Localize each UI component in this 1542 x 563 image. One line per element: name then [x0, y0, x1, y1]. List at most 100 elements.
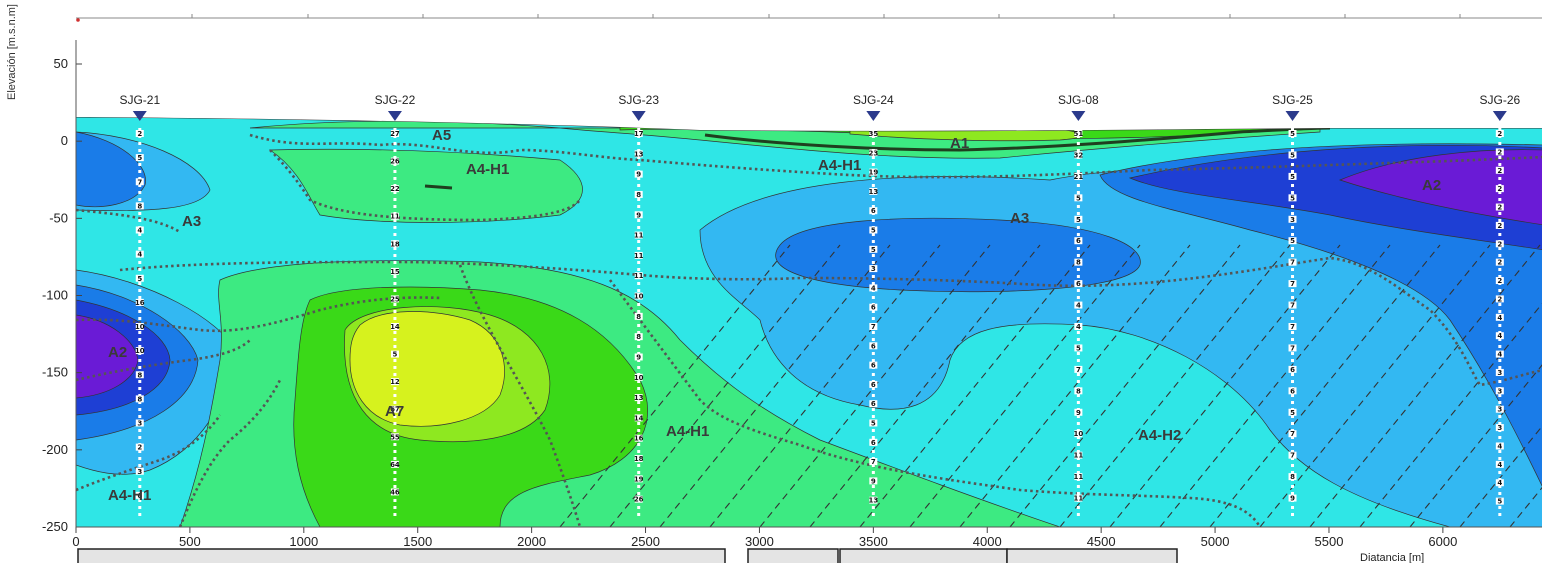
well-value-bg	[869, 477, 878, 485]
well-marker	[1492, 111, 1507, 121]
well-value-bg	[135, 154, 144, 162]
well-value: 5	[1290, 130, 1295, 138]
zone-label: A2	[1422, 177, 1441, 194]
zone-label: A4-H1	[466, 161, 509, 178]
well-value-bg	[1288, 130, 1297, 137]
zone-label: A5	[432, 127, 451, 144]
well-value: 55	[390, 433, 400, 441]
well-value: 22	[390, 185, 400, 193]
well-value-bg	[869, 361, 878, 369]
well-value-bg	[869, 284, 878, 292]
well-value-bg	[135, 371, 144, 379]
well-value: 3	[1497, 406, 1502, 414]
well-value: 7	[1290, 259, 1295, 267]
hatch-line	[959, 244, 1191, 527]
well-value-bg	[390, 350, 399, 358]
well-value: 3	[1290, 216, 1295, 224]
hatch-line	[909, 244, 1141, 527]
well-value: 18	[390, 240, 400, 248]
well-value: 2	[1497, 167, 1502, 175]
well-value-bg	[1288, 215, 1297, 223]
sky-mask	[76, 105, 1542, 131]
well-value: 5	[871, 246, 876, 254]
well-value: 7	[1290, 302, 1295, 310]
well: SJG-24 35 23 19 13 6 5 5 3 4 6 7 6 6 6 6 5 6 7 9 13	[853, 93, 894, 520]
x-tick-label: 6000	[1428, 534, 1457, 549]
well-value-bg	[869, 245, 878, 253]
well-value-bg	[1074, 280, 1083, 288]
y-tick-label: 50	[54, 56, 68, 71]
well-value: 8	[137, 202, 142, 210]
well-value-bg	[634, 455, 643, 463]
y-tick-label: -100	[42, 288, 68, 303]
well-value: 4	[871, 284, 876, 292]
well-value: 5	[1290, 237, 1295, 245]
well-value-bg	[1288, 387, 1297, 395]
hatch-line	[1409, 364, 1542, 527]
well-value: 5	[871, 420, 876, 428]
hatch-line	[659, 244, 891, 527]
well-value: 7	[1290, 280, 1295, 288]
well-value-bg	[390, 295, 399, 303]
well-value-bg	[1288, 280, 1297, 288]
well-value-bg	[1074, 323, 1083, 330]
zone-label: A4-H1	[666, 423, 709, 440]
well-value-bg	[1074, 408, 1083, 416]
well-value-bg	[135, 250, 144, 258]
well-value-bg	[869, 187, 878, 195]
well-value: 2	[1497, 222, 1502, 230]
well-value-bg	[1288, 258, 1297, 266]
well-value: 5	[1290, 409, 1295, 417]
well-value: 8	[636, 191, 641, 199]
well: SJG-23 17 13 9 8 9 11 11 11 10 8 8 9 10 13 14 16 18 19 26	[618, 93, 659, 520]
well-value-bg	[634, 211, 643, 219]
x-tick-label: 3000	[745, 534, 774, 549]
zone-label: A7	[385, 403, 404, 420]
well-value-bg	[1288, 151, 1297, 159]
well-value: 15	[390, 268, 400, 276]
well-value: 7	[1076, 366, 1081, 374]
well-value-bg	[634, 150, 643, 158]
well-value: 25	[390, 295, 400, 303]
well-value-bg	[1288, 451, 1297, 459]
well-value: 2	[1497, 148, 1502, 156]
well-value: 5	[1290, 151, 1295, 159]
well-value: 9	[871, 477, 876, 485]
y-axis: 50 0 -50 -100 -150 -200 -250	[42, 56, 82, 534]
well-value: 8	[137, 371, 142, 379]
well-value: 3	[871, 265, 876, 273]
well-value-bg	[634, 251, 643, 259]
well-value-bg	[390, 185, 399, 193]
well-marker	[1071, 111, 1086, 121]
well-value-bg	[1074, 344, 1083, 352]
well-value-bg	[1074, 387, 1083, 395]
well-value-bg	[1074, 194, 1083, 202]
well-value: 9	[1290, 495, 1295, 503]
well-value-bg	[390, 460, 399, 468]
well-value: 6	[871, 304, 876, 312]
well-value: 12	[390, 378, 400, 386]
well-value: 6	[871, 362, 876, 370]
well-value-bg	[1074, 151, 1083, 159]
well: SJG-26 2 2 2 2 2 2 2 2 2 2 4 4 4 3 3 3 3 4 4 4 5	[1479, 93, 1520, 520]
zone-label: A4-H1	[818, 157, 861, 174]
hatch-line	[1209, 244, 1441, 527]
well-value: 4	[137, 251, 142, 259]
hatch-line	[1109, 244, 1341, 527]
well-value-bg	[869, 419, 878, 427]
well-value: 67	[390, 406, 400, 414]
x-tick-label: 2500	[631, 534, 660, 549]
well-value-bg	[869, 400, 878, 408]
well-value: 5	[393, 351, 398, 359]
well-value-bg	[1288, 408, 1297, 416]
well-value-bg	[135, 202, 144, 210]
well-value: 4	[1497, 461, 1502, 469]
well-value-bg	[1495, 479, 1504, 487]
well-value-bg	[1288, 323, 1297, 330]
hatch-line	[1059, 244, 1291, 527]
well-value: 18	[634, 455, 644, 463]
well-value: 2	[1497, 277, 1502, 285]
hatch-line	[1359, 302, 1542, 527]
well-value-bg	[869, 207, 878, 215]
well-value-bg	[634, 272, 643, 280]
